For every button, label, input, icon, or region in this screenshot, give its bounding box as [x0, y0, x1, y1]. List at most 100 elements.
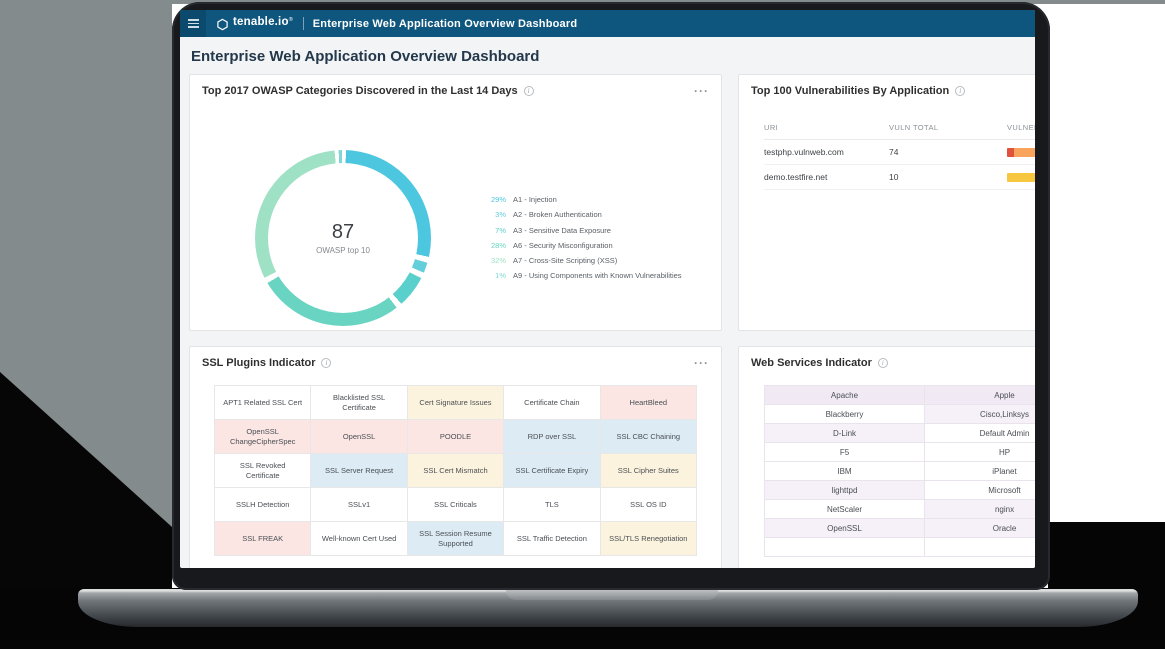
- bar-segment: [1007, 172, 1035, 182]
- legend-item[interactable]: 29% A1 - Injection: [482, 195, 682, 210]
- ssl-indicator-cell[interactable]: OpenSSL: [311, 420, 408, 454]
- legend-label: A3 - Sensitive Data Exposure: [513, 225, 611, 235]
- vuln-total-cell: 74: [889, 147, 899, 157]
- ssl-indicator-cell[interactable]: SSL Criticals: [407, 488, 505, 522]
- page-body: Enterprise Web Application Overview Dash…: [180, 37, 1035, 568]
- web-service-cell[interactable]: Cisco,Linksys: [924, 404, 1035, 424]
- laptop-screen: tenable.io ® Enterprise Web Application …: [180, 10, 1035, 568]
- ssl-indicator-cell[interactable]: SSL Cert Mismatch: [407, 454, 505, 488]
- page-title: Enterprise Web Application Overview Dash…: [191, 48, 540, 65]
- ssl-indicator-cell[interactable]: APT1 Related SSL Cert: [215, 386, 312, 420]
- ssl-indicator-cell[interactable]: SSL Cipher Suites: [600, 454, 697, 488]
- vulnerability-bar: [1007, 147, 1035, 157]
- ssl-indicator-cell[interactable]: SSL Server Request: [311, 454, 408, 488]
- ssl-indicator-cell[interactable]: HeartBleed: [600, 386, 697, 420]
- column-header: VULN TOTAL: [889, 123, 939, 132]
- legend-item[interactable]: 32% A7 - Cross-Site Scripting (XSS): [482, 256, 682, 271]
- ssl-indicator-cell[interactable]: SSL Revoked Certificate: [215, 454, 312, 488]
- ssl-indicator-cell[interactable]: SSL FREAK: [215, 522, 312, 556]
- ssl-indicator-cell[interactable]: SSLv1: [311, 488, 408, 522]
- ssl-indicator-cell[interactable]: SSL OS ID: [600, 488, 697, 522]
- vulnerabilities-panel: Top 100 Vulnerabilities By Application i…: [738, 74, 1035, 331]
- column-header: VULNERABILITIES: [1007, 123, 1035, 132]
- vuln-total-cell: 10: [889, 172, 899, 182]
- legend-label: A2 - Broken Authentication: [513, 210, 602, 220]
- owasp-donut-chart[interactable]: 87 OWASP top 10: [255, 150, 431, 326]
- web-services-panel: Web Services Indicator i ··· ApacheApple…: [738, 346, 1035, 568]
- column-header: URI: [764, 123, 779, 132]
- web-service-cell[interactable]: HP: [924, 442, 1035, 462]
- ssl-indicator-cell[interactable]: SSL CBC Chaining: [600, 420, 697, 454]
- tenable-logo[interactable]: tenable.io ®: [216, 16, 293, 31]
- web-service-cell[interactable]: Apache: [764, 385, 925, 405]
- donut-total-value: 87: [331, 221, 355, 243]
- ssl-indicator-cell[interactable]: SSL Certificate Expiry: [504, 454, 601, 488]
- ssl-indicator-cell[interactable]: Blacklisted SSL Certificate: [311, 386, 408, 420]
- table-row[interactable]: testphp.vulnweb.com 74: [764, 140, 1035, 165]
- ssl-indicator-cell[interactable]: SSL Traffic Detection: [504, 522, 601, 556]
- web-service-cell[interactable]: [924, 537, 1035, 557]
- table-row: D-Link Default Admin: [764, 423, 1035, 443]
- table-row: lighttpd Microsoft: [764, 480, 1035, 500]
- web-service-cell[interactable]: nginx: [924, 499, 1035, 519]
- ssl-indicator-cell[interactable]: SSL Session Resume Supported: [407, 522, 505, 556]
- web-service-cell[interactable]: Microsoft: [924, 480, 1035, 500]
- legend-item[interactable]: 28% A6 - Security Misconfiguration: [482, 241, 682, 256]
- ssl-indicator-cell[interactable]: SSLH Detection: [215, 488, 312, 522]
- hamburger-menu-button[interactable]: [180, 10, 206, 37]
- table-row: F5 HP: [764, 442, 1035, 462]
- vuln-bar-cell: [1007, 172, 1035, 182]
- ellipsis-icon[interactable]: ···: [694, 84, 709, 98]
- legend-percent: 28%: [490, 240, 506, 250]
- web-service-cell[interactable]: Default Admin: [924, 423, 1035, 443]
- web-service-cell[interactable]: iPlanet: [924, 461, 1035, 481]
- web-service-cell[interactable]: Apple: [924, 385, 1035, 405]
- ssl-indicator-cell[interactable]: Well-known Cert Used: [311, 522, 408, 556]
- table-row: Apache Apple: [764, 385, 1035, 405]
- info-circle-icon[interactable]: i: [877, 358, 888, 368]
- ssl-indicator-cell[interactable]: Cert Signature Issues: [407, 386, 505, 420]
- brand-name: tenable.io: [233, 16, 289, 28]
- web-service-cell[interactable]: [764, 537, 925, 557]
- registered-mark: ®: [288, 17, 293, 23]
- info-circle-icon[interactable]: i: [955, 86, 966, 96]
- ssl-indicator-cell[interactable]: SSL/TLS Renegotiation: [600, 522, 697, 556]
- ssl-indicator-cell[interactable]: RDP over SSL: [504, 420, 601, 454]
- table-row: Blackberry Cisco,Linksys: [764, 404, 1035, 424]
- legend-item[interactable]: 7% A3 - Sensitive Data Exposure: [482, 226, 682, 241]
- web-service-cell[interactable]: Oracle: [924, 518, 1035, 538]
- ssl-indicator-cell[interactable]: Certificate Chain: [504, 386, 601, 420]
- info-circle-icon[interactable]: i: [523, 86, 534, 96]
- web-service-cell[interactable]: F5: [764, 442, 925, 462]
- info-circle-icon[interactable]: i: [321, 358, 332, 368]
- ssl-plugins-panel: SSL Plugins Indicator i ··· APT1 Related…: [189, 346, 722, 568]
- table-row: [764, 537, 1035, 557]
- legend-item[interactable]: 3% A2 - Broken Authentication: [482, 210, 682, 225]
- laptop-screen-bezel: tenable.io ® Enterprise Web Application …: [172, 2, 1050, 590]
- hexagon-logo-icon: [217, 18, 228, 31]
- owasp-panel: Top 2017 OWASP Categories Discovered in …: [189, 74, 722, 331]
- owasp-legend: 29% A1 - Injection 3% A2 - Broken Authentic…: [482, 195, 682, 287]
- top-navigation-bar: tenable.io ® Enterprise Web Application …: [180, 10, 1035, 37]
- legend-percent: 29%: [490, 195, 506, 204]
- web-services-panel-title: Web Services Indicator: [751, 357, 872, 369]
- ssl-indicator-cell[interactable]: POODLE: [407, 420, 505, 454]
- web-services-table: Apache Apple Blackberry Cisco,Linksys D-Link…: [764, 385, 1035, 557]
- dashboard: tenable.io ® Enterprise Web Application …: [180, 10, 1035, 568]
- table-row: IBM iPlanet: [764, 461, 1035, 481]
- ssl-indicator-cell[interactable]: TLS: [504, 488, 601, 522]
- laptop-lid-notch: [506, 589, 718, 600]
- ellipsis-icon[interactable]: ···: [694, 356, 709, 370]
- web-service-cell[interactable]: Blackberry: [764, 404, 925, 424]
- web-service-cell[interactable]: NetScaler: [764, 499, 925, 519]
- ssl-indicator-cell[interactable]: OpenSSL ChangeCipherSpec: [215, 420, 312, 454]
- legend-item[interactable]: 1% A9 - Using Components with Known Vulne…: [482, 271, 681, 286]
- table-row[interactable]: demo.testfire.net 10: [764, 165, 1035, 190]
- web-service-cell[interactable]: D-Link: [764, 423, 925, 443]
- web-service-cell[interactable]: IBM: [764, 461, 925, 481]
- vulnerabilities-panel-title: Top 100 Vulnerabilities By Application: [751, 85, 950, 97]
- web-service-cell[interactable]: OpenSSL: [764, 518, 925, 538]
- web-service-cell[interactable]: lighttpd: [764, 480, 925, 500]
- donut-center-label: OWASP top 10: [316, 246, 370, 255]
